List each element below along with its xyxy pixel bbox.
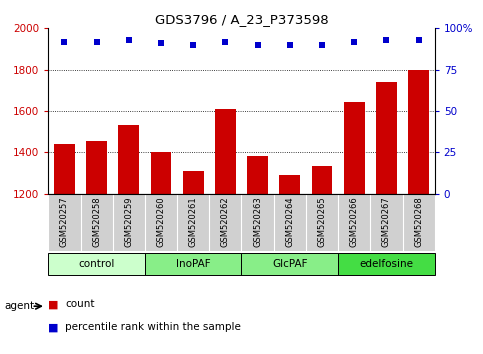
Bar bbox=[183, 171, 204, 194]
Text: GSM520264: GSM520264 bbox=[285, 196, 294, 247]
Bar bbox=[376, 82, 397, 194]
Bar bbox=[247, 156, 268, 194]
Bar bbox=[408, 70, 429, 194]
FancyBboxPatch shape bbox=[242, 253, 338, 275]
Bar bbox=[215, 109, 236, 194]
Point bbox=[350, 39, 358, 44]
Point bbox=[318, 42, 326, 48]
Point bbox=[157, 40, 165, 46]
Point bbox=[60, 39, 68, 44]
Text: GSM520266: GSM520266 bbox=[350, 196, 359, 247]
Point bbox=[189, 42, 197, 48]
Bar bbox=[54, 144, 75, 194]
Bar bbox=[118, 125, 139, 194]
Text: GSM520267: GSM520267 bbox=[382, 196, 391, 247]
Text: count: count bbox=[65, 299, 95, 309]
Point bbox=[383, 37, 390, 43]
Bar bbox=[312, 166, 332, 194]
Bar bbox=[86, 141, 107, 194]
Text: control: control bbox=[78, 259, 115, 269]
Text: ■: ■ bbox=[48, 299, 59, 309]
Text: edelfosine: edelfosine bbox=[359, 259, 413, 269]
Text: InoPAF: InoPAF bbox=[176, 259, 211, 269]
Text: GSM520263: GSM520263 bbox=[253, 196, 262, 247]
Point bbox=[93, 39, 100, 44]
Point bbox=[222, 39, 229, 44]
Text: GSM520262: GSM520262 bbox=[221, 196, 230, 247]
Text: GSM520265: GSM520265 bbox=[317, 196, 327, 247]
FancyBboxPatch shape bbox=[145, 253, 242, 275]
Point bbox=[125, 37, 133, 43]
Bar bbox=[344, 102, 365, 194]
Point bbox=[254, 42, 261, 48]
FancyBboxPatch shape bbox=[48, 253, 145, 275]
Bar bbox=[151, 152, 171, 194]
Text: GSM520258: GSM520258 bbox=[92, 196, 101, 247]
Text: GSM520268: GSM520268 bbox=[414, 196, 423, 247]
Bar bbox=[279, 175, 300, 194]
Text: GSM520259: GSM520259 bbox=[124, 196, 133, 247]
Text: GSM520260: GSM520260 bbox=[156, 196, 166, 247]
Text: agent: agent bbox=[5, 301, 35, 311]
Point bbox=[415, 37, 423, 43]
FancyBboxPatch shape bbox=[338, 253, 435, 275]
Text: GlcPAF: GlcPAF bbox=[272, 259, 308, 269]
Text: GSM520261: GSM520261 bbox=[189, 196, 198, 247]
Point bbox=[286, 42, 294, 48]
Title: GDS3796 / A_23_P373598: GDS3796 / A_23_P373598 bbox=[155, 13, 328, 26]
Text: percentile rank within the sample: percentile rank within the sample bbox=[65, 322, 241, 332]
Text: ■: ■ bbox=[48, 322, 59, 332]
Text: GSM520257: GSM520257 bbox=[60, 196, 69, 247]
